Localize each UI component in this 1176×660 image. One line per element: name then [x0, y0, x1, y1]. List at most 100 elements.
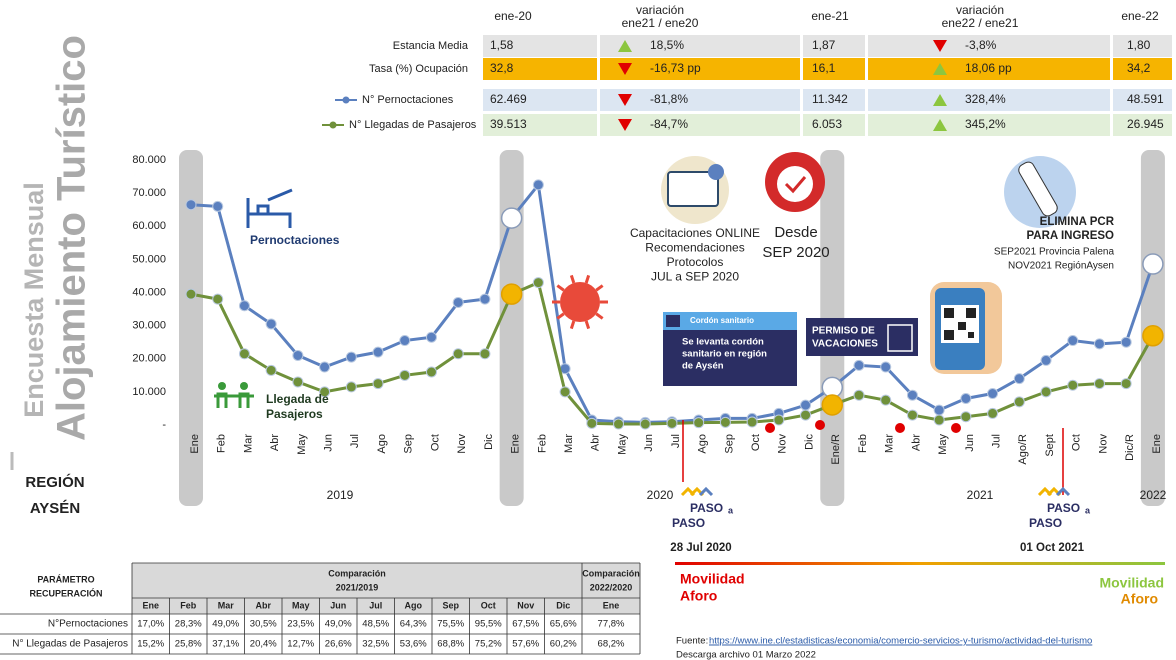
summary-cell	[1113, 89, 1172, 111]
summary-cell	[868, 35, 1110, 57]
mobility-gradient	[675, 562, 1165, 565]
mobility-label: Movilidad	[680, 571, 745, 587]
paso-logo: a	[1085, 505, 1091, 515]
summary-cell	[483, 89, 597, 111]
data-point	[212, 293, 224, 305]
summary-cell	[600, 89, 800, 111]
event-dot	[895, 423, 905, 433]
trend-down	[933, 40, 947, 52]
legend-marker	[329, 121, 337, 129]
data-point	[1093, 338, 1105, 350]
source-url: https://www.ine.cl/estadisticas/economia…	[709, 636, 1092, 647]
data-point	[238, 348, 250, 360]
data-point	[212, 200, 224, 212]
x-tick-label: Ago	[376, 434, 388, 454]
annotation: ELIMINA PCR	[1040, 216, 1115, 228]
annotation: JUL a SEP 2020	[651, 270, 739, 284]
highlight-point	[1142, 324, 1164, 347]
data-point	[292, 349, 304, 361]
summary-cell	[868, 89, 1110, 111]
recovery-value: 68,8%	[437, 639, 464, 650]
annotation: SEP 2020	[762, 244, 829, 261]
event-date: 28 Jul 2020	[670, 542, 731, 554]
data-point	[292, 376, 304, 388]
data-point	[853, 389, 865, 401]
recovery-group-bg	[132, 563, 640, 614]
recovery-value: 12,7%	[287, 639, 314, 650]
y-tick-label: 50.000	[132, 253, 166, 265]
recovery-value: 25,8%	[175, 639, 202, 650]
x-tick-label: Mar	[242, 434, 254, 453]
recovery-value: 30,5%	[250, 619, 277, 630]
y-tick-label: 60.000	[132, 220, 166, 232]
side-title-large: Alojamiento Turístico	[50, 35, 94, 441]
summary-header: ene-22	[1121, 9, 1159, 23]
recovery-month: Nov	[517, 600, 534, 610]
recovery-value: 23,5%	[287, 619, 314, 630]
data-point	[1067, 335, 1079, 347]
x-tick-label: Jun	[643, 434, 655, 452]
y-tick-label: 70.000	[132, 187, 166, 199]
year-start-band	[179, 150, 203, 506]
summary-variation: 18,5%	[650, 38, 684, 52]
data-point	[987, 388, 999, 400]
data-point	[933, 414, 945, 426]
data-point	[319, 386, 331, 398]
mobility-label: Aforo	[1121, 591, 1158, 607]
recovery-value: 67,5%	[512, 619, 539, 630]
x-tick-label: Nov	[777, 434, 789, 454]
x-tick-label: Feb	[857, 434, 869, 453]
data-point	[853, 359, 865, 371]
paso-logo: PASO	[1029, 516, 1062, 530]
people-head	[240, 382, 248, 390]
annotation: Desde	[774, 224, 817, 241]
recovery-value: 28,3%	[175, 619, 202, 630]
recovery-month: Ene	[142, 600, 159, 610]
x-tick-label: Oct	[429, 434, 441, 451]
data-point	[345, 381, 357, 393]
highlight-point	[1142, 253, 1164, 275]
legend-label: N° Llegadas de Pasajeros	[349, 119, 477, 131]
legend-marker	[342, 96, 350, 104]
paso-logo: PASO	[672, 516, 705, 530]
cordon-strip	[663, 312, 797, 330]
summary-variation: -81,8%	[650, 92, 688, 106]
x-tick-label: Feb	[216, 434, 228, 453]
data-point	[559, 386, 571, 398]
x-tick-label: Dic/R	[1124, 434, 1136, 461]
data-point	[960, 393, 972, 404]
permiso-icon	[887, 324, 913, 352]
annotation: NOV2021 RegiónAysen	[1008, 261, 1114, 272]
monitor-icon	[667, 171, 719, 207]
paso-logo: a	[728, 505, 734, 515]
data-point	[639, 418, 651, 430]
data-point	[666, 417, 678, 429]
x-tick-label: Nov	[1097, 434, 1109, 454]
summary-cell	[1113, 114, 1172, 136]
content-layer: Encuesta Mensual Alojamiento Turístico REG…	[0, 3, 1167, 660]
summary-variation: -3,8%	[965, 38, 997, 52]
data-point	[1093, 378, 1105, 390]
data-point	[345, 351, 357, 363]
highlight-point	[500, 207, 523, 229]
virus-spike	[584, 274, 591, 284]
data-point	[319, 361, 331, 373]
qr-pattern	[944, 308, 976, 340]
recovery-value: 49,0%	[325, 619, 352, 630]
summary-cell	[483, 114, 597, 136]
summary-value: 1,80	[1127, 38, 1151, 52]
data-point	[479, 348, 491, 360]
recovery-month: Ago	[405, 600, 423, 610]
summary-row-label: Estancia Media	[393, 40, 469, 52]
summary-cell	[483, 35, 597, 57]
summary-cell	[600, 114, 800, 136]
y-tick-label: 10.000	[132, 386, 166, 398]
cs-tag	[666, 315, 680, 327]
x-tick-label: Ago/R	[1017, 434, 1029, 465]
data-point	[372, 346, 384, 358]
data-point	[265, 318, 277, 330]
x-tick-label: Sept	[1044, 434, 1056, 457]
y-tick-label: 30.000	[132, 320, 166, 332]
data-point	[773, 414, 785, 426]
